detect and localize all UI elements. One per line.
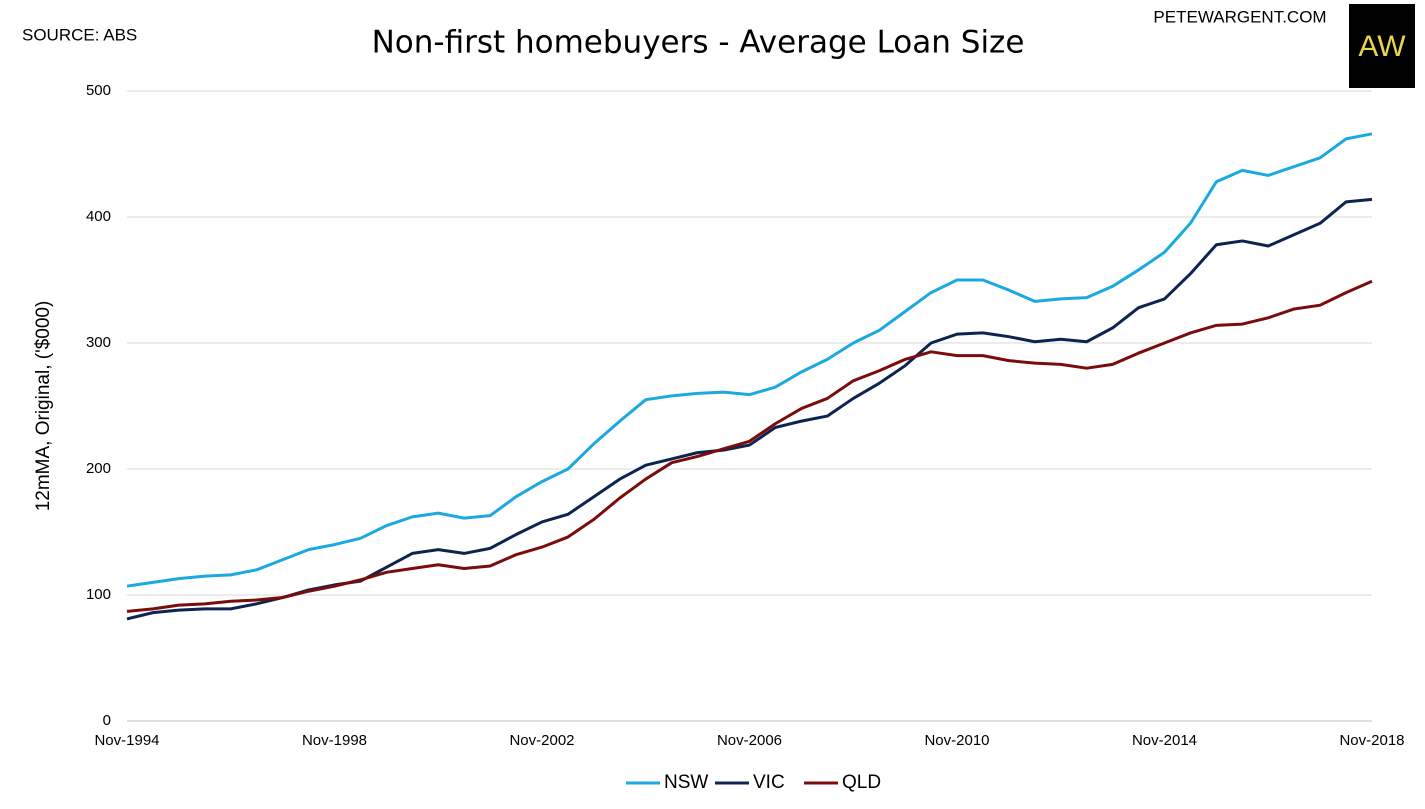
site: PETEWARGENT.COM bbox=[1153, 7, 1326, 26]
y-tick-label: 200 bbox=[86, 460, 111, 477]
source: SOURCE: ABS bbox=[22, 25, 137, 44]
y-tick-label: 0 bbox=[103, 712, 111, 729]
y-tick-label: 500 bbox=[86, 82, 111, 99]
y-tick-label: 400 bbox=[86, 208, 111, 225]
x-tick-label: Nov-1998 bbox=[302, 732, 367, 749]
y-tick-label: 300 bbox=[86, 334, 111, 351]
legend-label: NSW bbox=[664, 772, 708, 793]
legend-label: QLD bbox=[842, 772, 881, 793]
x-tick-label: Nov-1994 bbox=[94, 732, 159, 749]
chart-title: Non-first homebuyers - Average Loan Size bbox=[372, 25, 1025, 61]
x-tick-label: Nov-2010 bbox=[924, 732, 989, 749]
legend-label: VIC bbox=[753, 772, 785, 793]
x-tick-label: Nov-2006 bbox=[717, 732, 782, 749]
line bbox=[126, 279, 1373, 613]
y-axis-label: 12mMA, Original, ('$000) bbox=[33, 301, 54, 512]
x-tick-label: Nov-2002 bbox=[509, 732, 574, 749]
line bbox=[126, 132, 1373, 588]
x-tick-label: Nov-2014 bbox=[1132, 732, 1197, 749]
logo: AW bbox=[1358, 30, 1406, 63]
line bbox=[126, 197, 1373, 621]
logo-box bbox=[1349, 4, 1415, 88]
x-tick-label: Nov-2018 bbox=[1339, 732, 1404, 749]
y-tick-label: 100 bbox=[86, 586, 111, 603]
